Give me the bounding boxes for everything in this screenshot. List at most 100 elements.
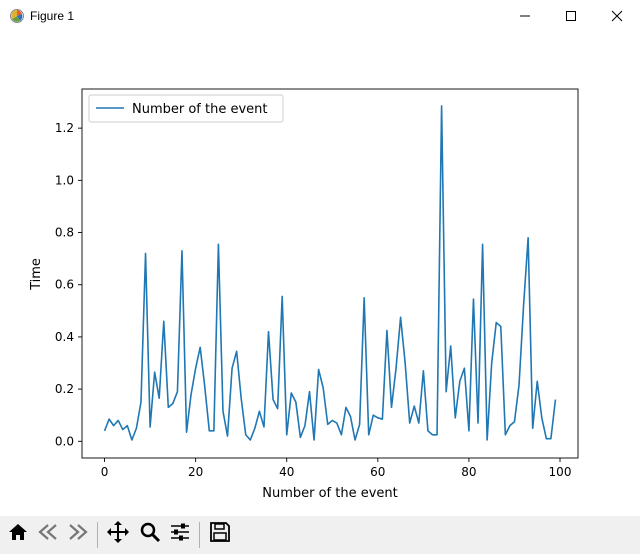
data-point [472,298,474,300]
data-point [523,305,525,307]
y-tick-label: 0.4 [55,330,74,344]
minimize-icon [519,7,531,26]
data-point [345,406,347,408]
data-point [427,430,429,432]
data-point [181,250,183,252]
data-point [477,422,479,424]
y-tick-label: 0.0 [55,434,74,448]
data-point [495,322,497,324]
zoom-button[interactable] [136,520,164,548]
data-point [372,414,374,416]
x-tick-label: 40 [279,465,294,479]
line-chart: 0 20 40 60 80 100 0.0 0.2 0.4 0.6 0.8 1.0 1.2 Number… [29,88,579,501]
data-point [418,422,420,424]
data-point [304,425,306,427]
configure-subplots-icon [169,521,191,547]
data-point [541,417,543,419]
toolbar-separator [97,522,98,548]
data-point [381,418,383,420]
back-button[interactable] [34,520,62,548]
pan-button[interactable] [104,520,132,548]
zoom-magnifier-icon [139,521,161,547]
data-point [117,419,119,421]
data-point [504,434,506,436]
data-point [104,430,106,432]
data-point [145,252,147,254]
home-icon [7,521,29,547]
forward-button[interactable] [64,520,92,548]
data-point [249,439,251,441]
maximize-icon [565,7,577,26]
data-point [286,434,288,436]
data-point [400,316,402,318]
data-point [272,399,274,401]
data-point [313,439,315,441]
window-title: Figure 1 [30,9,75,23]
data-point [336,422,338,424]
data-point [227,435,229,437]
data-point [318,369,320,371]
data-point [309,391,311,393]
figure-canvas[interactable]: 0 20 40 60 80 100 0.0 0.2 0.4 0.6 0.8 1.0 1.2 Number… [0,32,640,508]
navigation-toolbar [0,516,640,554]
y-tick-label: 0.8 [55,226,74,240]
data-point [536,380,538,382]
data-point [186,431,188,433]
data-point [245,434,247,436]
data-point [231,367,233,369]
data-point [277,408,279,410]
data-point [149,426,151,428]
data-point [404,362,406,364]
data-point [545,438,547,440]
home-button[interactable] [4,520,32,548]
data-point [113,425,115,427]
data-point [126,425,128,427]
data-point [290,392,292,394]
data-point [204,385,206,387]
data-point [195,367,197,369]
y-axis-label: Time [29,258,44,291]
data-point [122,429,124,431]
data-point [163,320,165,322]
axes-frame [81,88,579,459]
data-point [268,331,270,333]
data-point [213,430,215,432]
data-point [390,406,392,408]
data-point [258,410,260,412]
minimize-button[interactable] [502,0,548,32]
data-point [190,393,192,395]
data-point [281,295,283,297]
series-line [103,105,557,441]
data-point [240,397,242,399]
data-point [172,402,174,404]
data-point [518,384,520,386]
legend-entry-label: Number of the event [132,102,268,117]
data-point [482,243,484,245]
data-point [500,325,502,327]
data-point [217,243,219,245]
data-point [354,439,356,441]
data-point [527,237,529,239]
data-point [363,297,365,299]
data-point [135,427,137,429]
toolbar-separator [199,522,200,548]
matplotlib-figure-icon [9,8,25,24]
window-titlebar: Figure 1 [0,0,640,33]
data-point [450,345,452,347]
close-button[interactable] [594,0,640,32]
data-point [359,423,361,425]
data-point [340,434,342,436]
data-point [377,417,379,419]
x-tick-label: 80 [461,465,476,479]
save-button[interactable] [206,520,234,548]
data-point [331,419,333,421]
data-point [513,421,515,423]
maximize-button[interactable] [548,0,594,32]
legend: Number of the event [88,94,284,123]
configure-subplots-button[interactable] [166,520,194,548]
data-point [299,436,301,438]
data-point [554,399,556,401]
y-tick-label: 0.2 [55,382,74,396]
save-floppy-icon [209,521,231,547]
data-point [486,439,488,441]
